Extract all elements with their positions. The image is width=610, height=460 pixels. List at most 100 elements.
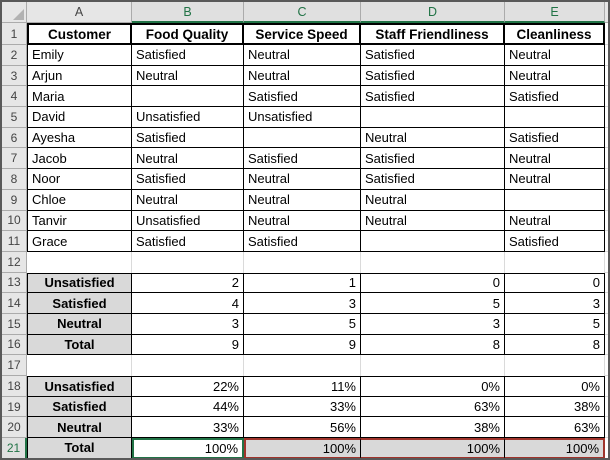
cell-C10[interactable]: Neutral xyxy=(244,210,361,232)
cell-B18[interactable]: 22% xyxy=(132,376,244,397)
column-header-A[interactable]: A xyxy=(27,2,132,23)
cell-B10[interactable]: Unsatisfied xyxy=(132,210,244,232)
cell-E20[interactable]: 63% xyxy=(505,417,605,439)
cell-B9[interactable]: Neutral xyxy=(132,189,244,211)
row-header-12[interactable]: 12 xyxy=(2,251,27,273)
cell-E6[interactable]: Satisfied xyxy=(505,127,605,149)
cell-F19-partial[interactable] xyxy=(605,397,608,418)
cell-A13[interactable]: Unsatisfied xyxy=(27,272,132,294)
cell-C1[interactable]: Service Speed xyxy=(244,23,361,45)
cell-F4-partial[interactable] xyxy=(605,86,608,108)
column-header-B[interactable]: B xyxy=(132,2,244,23)
cell-B6[interactable]: Satisfied xyxy=(132,127,244,149)
cell-A11[interactable]: Grace xyxy=(27,231,132,252)
row-header-2[interactable]: 2 xyxy=(2,45,27,66)
cell-F14-partial[interactable] xyxy=(605,293,608,314)
cell-B12[interactable] xyxy=(132,251,244,273)
cell-C19[interactable]: 33% xyxy=(244,396,361,418)
cell-A15[interactable]: Neutral xyxy=(27,313,132,335)
cell-A21[interactable]: Total xyxy=(27,438,132,458)
row-header-18[interactable]: 18 xyxy=(2,376,27,397)
cell-A2[interactable]: Emily xyxy=(27,45,132,66)
cell-E4[interactable]: Satisfied xyxy=(505,86,605,108)
cell-E10[interactable]: Neutral xyxy=(505,210,605,232)
cell-D11[interactable] xyxy=(361,231,505,252)
cell-F2-partial[interactable] xyxy=(605,45,608,66)
cell-C3[interactable]: Neutral xyxy=(244,65,361,87)
cell-A17[interactable] xyxy=(27,355,132,376)
cell-B7[interactable]: Neutral xyxy=(132,148,244,170)
cell-C14[interactable]: 3 xyxy=(244,293,361,314)
cell-E18[interactable]: 0% xyxy=(505,376,605,397)
cell-D9[interactable]: Neutral xyxy=(361,189,505,211)
cell-C18[interactable]: 11% xyxy=(244,376,361,397)
cell-E8[interactable]: Neutral xyxy=(505,169,605,190)
row-header-3[interactable]: 3 xyxy=(2,65,27,87)
row-header-11[interactable]: 11 xyxy=(2,231,27,252)
cell-D6[interactable]: Neutral xyxy=(361,127,505,149)
row-header-16[interactable]: 16 xyxy=(2,334,27,356)
row-header-20[interactable]: 20 xyxy=(2,417,27,439)
cell-A1[interactable]: Customer xyxy=(27,23,132,45)
cell-D1[interactable]: Staff Friendliness xyxy=(361,23,505,45)
cell-B5[interactable]: Unsatisfied xyxy=(132,107,244,128)
column-header-partial[interactable] xyxy=(605,2,608,23)
cell-A20[interactable]: Neutral xyxy=(27,417,132,439)
cell-D7[interactable]: Satisfied xyxy=(361,148,505,170)
cell-F6-partial[interactable] xyxy=(605,128,608,149)
cell-A6[interactable]: Ayesha xyxy=(27,127,132,149)
cell-A7[interactable]: Jacob xyxy=(27,148,132,170)
cell-C2[interactable]: Neutral xyxy=(244,45,361,66)
cell-D21[interactable]: 100% xyxy=(361,438,505,458)
cell-D5[interactable] xyxy=(361,107,505,128)
cell-E7[interactable]: Neutral xyxy=(505,148,605,170)
cell-E5[interactable] xyxy=(505,107,605,128)
cell-A4[interactable]: Maria xyxy=(27,86,132,108)
column-header-C[interactable]: C xyxy=(244,2,361,23)
cell-C20[interactable]: 56% xyxy=(244,417,361,439)
cell-D17[interactable] xyxy=(361,355,505,376)
row-header-10[interactable]: 10 xyxy=(2,210,27,232)
cell-A14[interactable]: Satisfied xyxy=(27,293,132,314)
cell-F20-partial[interactable] xyxy=(605,417,608,439)
cell-D18[interactable]: 0% xyxy=(361,376,505,397)
cell-C17[interactable] xyxy=(244,355,361,376)
cell-B15[interactable]: 3 xyxy=(132,313,244,335)
row-header-5[interactable]: 5 xyxy=(2,107,27,128)
cell-B2[interactable]: Satisfied xyxy=(132,45,244,66)
row-header-6[interactable]: 6 xyxy=(2,127,27,149)
cell-F21-partial[interactable] xyxy=(605,438,608,458)
cell-A18[interactable]: Unsatisfied xyxy=(27,376,132,397)
row-header-15[interactable]: 15 xyxy=(2,313,27,335)
cell-A16[interactable]: Total xyxy=(27,334,132,356)
cell-F13-partial[interactable] xyxy=(605,273,608,294)
cell-F1-partial[interactable] xyxy=(605,23,608,45)
cell-B21[interactable]: 100% xyxy=(132,438,244,458)
cell-F8-partial[interactable] xyxy=(605,169,608,190)
cell-F17-partial[interactable] xyxy=(605,355,608,376)
cell-C4[interactable]: Satisfied xyxy=(244,86,361,108)
cell-E15[interactable]: 5 xyxy=(505,313,605,335)
cell-A3[interactable]: Arjun xyxy=(27,65,132,87)
row-header-8[interactable]: 8 xyxy=(2,169,27,190)
cell-B11[interactable]: Satisfied xyxy=(132,231,244,252)
cell-B20[interactable]: 33% xyxy=(132,417,244,439)
cell-D13[interactable]: 0 xyxy=(361,272,505,294)
cell-D12[interactable] xyxy=(361,251,505,273)
cell-C12[interactable] xyxy=(244,251,361,273)
cell-D16[interactable]: 8 xyxy=(361,334,505,356)
cell-F18-partial[interactable] xyxy=(605,376,608,397)
row-header-13[interactable]: 13 xyxy=(2,272,27,294)
cell-E21[interactable]: 100% xyxy=(505,438,605,458)
cell-B4[interactable] xyxy=(132,86,244,108)
cell-D4[interactable]: Satisfied xyxy=(361,86,505,108)
cell-F10-partial[interactable] xyxy=(605,211,608,232)
column-header-D[interactable]: D xyxy=(361,2,505,23)
row-header-4[interactable]: 4 xyxy=(2,86,27,108)
cell-F7-partial[interactable] xyxy=(605,148,608,170)
cell-B1[interactable]: Food Quality xyxy=(132,23,244,45)
cell-A8[interactable]: Noor xyxy=(27,169,132,190)
cell-F9-partial[interactable] xyxy=(605,190,608,211)
cell-D14[interactable]: 5 xyxy=(361,293,505,314)
cell-F15-partial[interactable] xyxy=(605,314,608,335)
